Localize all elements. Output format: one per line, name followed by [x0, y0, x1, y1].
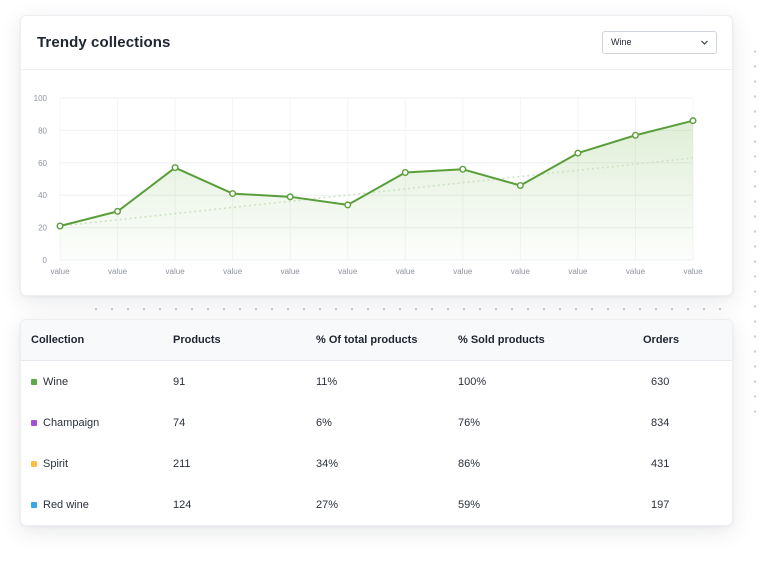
data-point [516, 181, 524, 189]
x-tick-label: value [50, 267, 70, 276]
orders-count: 630 [651, 376, 670, 388]
line-chart: 0 20 40 60 80 100 value value value value value val… [34, 94, 703, 276]
percent-total: 6% [316, 417, 332, 429]
data-point [286, 193, 294, 201]
trendy-collections-card: Trendy collections Wine 0 20 40 60 80 100 valu… [20, 15, 733, 296]
percent-sold: 59% [458, 499, 481, 511]
products-count: 211 [173, 458, 191, 470]
collection-name: Red wine [43, 499, 89, 511]
x-tick-label: value [453, 267, 473, 276]
y-tick-label: 60 [38, 159, 47, 168]
data-point [631, 131, 639, 139]
header-percent-sold: % Sold products [458, 334, 545, 346]
x-tick-label: value [568, 267, 588, 276]
x-tick-label: value [108, 267, 128, 276]
collection-select-value: Wine [611, 37, 632, 47]
x-tick-label: value [511, 267, 531, 276]
table-row[interactable]: Red wine 124 27% 59% 197 [21, 484, 732, 525]
table-header: Collection Products % Of total products % S… [21, 320, 732, 361]
products-count: 124 [173, 499, 192, 511]
card-header: Trendy collections Wine [21, 16, 732, 70]
header-percent-total: % Of total products [316, 334, 418, 346]
table-row[interactable]: Spirit 211 34% 86% 431 [21, 443, 732, 484]
x-tick-label: value [338, 267, 358, 276]
decorative-dots-vertical [752, 44, 758, 424]
percent-total: 34% [316, 458, 339, 470]
data-point [459, 165, 467, 173]
series-line [59, 119, 694, 227]
collection-select[interactable]: Wine [602, 31, 717, 54]
data-point [229, 190, 237, 198]
collection-name: Champaign [43, 417, 100, 429]
data-point [171, 164, 179, 172]
collection-color-swatch [31, 502, 37, 508]
data-point [689, 117, 697, 125]
decorative-dots-horizontal [88, 306, 728, 312]
table-row[interactable]: Wine 91 11% 100% 630 [21, 361, 732, 402]
x-tick-label: value [166, 267, 186, 276]
collection-name: Wine [43, 376, 69, 388]
table-row[interactable]: Champaign 74 6% 76% 834 [21, 402, 732, 443]
orders-count: 834 [651, 417, 670, 429]
data-point [344, 201, 352, 209]
x-tick-label: value [223, 267, 243, 276]
collection-color-swatch [31, 461, 37, 467]
y-tick-label: 20 [38, 224, 47, 233]
collections-table: Collection Products % Of total products % S… [20, 319, 733, 526]
percent-sold: 76% [458, 417, 481, 429]
card-title: Trendy collections [37, 34, 171, 51]
percent-total: 11% [316, 376, 338, 388]
y-tick-label: 80 [38, 126, 47, 135]
y-tick-label: 100 [34, 94, 48, 103]
chevron-down-icon [701, 40, 708, 45]
percent-total: 27% [316, 499, 339, 511]
trend-line [59, 157, 694, 227]
series-area [60, 120, 693, 261]
data-point [574, 149, 582, 157]
products-count: 91 [173, 376, 186, 388]
data-point [114, 207, 122, 215]
y-tick-label: 0 [43, 256, 48, 265]
percent-sold: 86% [458, 458, 481, 470]
products-count: 74 [173, 417, 186, 429]
x-tick-label: value [281, 267, 301, 276]
collection-name: Spirit [43, 458, 69, 470]
y-tick-label: 40 [38, 191, 47, 200]
collection-color-swatch [31, 420, 37, 426]
orders-count: 431 [651, 458, 670, 470]
x-tick-label: value [396, 267, 416, 276]
data-point [56, 222, 64, 230]
header-collection: Collection [31, 334, 85, 346]
x-tick-label: value [683, 267, 703, 276]
x-tick-label: value [626, 267, 646, 276]
collection-color-swatch [31, 379, 37, 385]
header-products: Products [173, 334, 221, 346]
header-orders: Orders [643, 334, 680, 346]
orders-count: 197 [651, 499, 670, 511]
data-point [401, 169, 409, 177]
percent-sold: 100% [458, 376, 487, 388]
